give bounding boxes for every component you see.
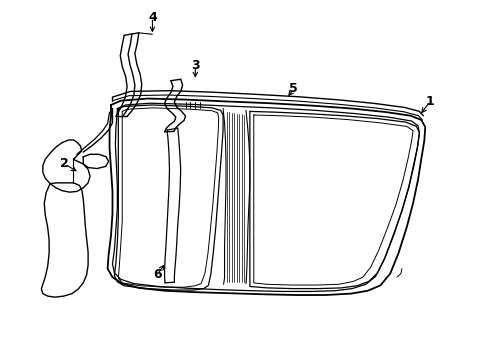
Text: 5: 5 (290, 82, 298, 95)
Text: 2: 2 (60, 157, 69, 170)
Text: 4: 4 (148, 11, 157, 24)
Text: 1: 1 (426, 95, 435, 108)
Text: 6: 6 (153, 268, 162, 281)
Text: 3: 3 (191, 59, 199, 72)
